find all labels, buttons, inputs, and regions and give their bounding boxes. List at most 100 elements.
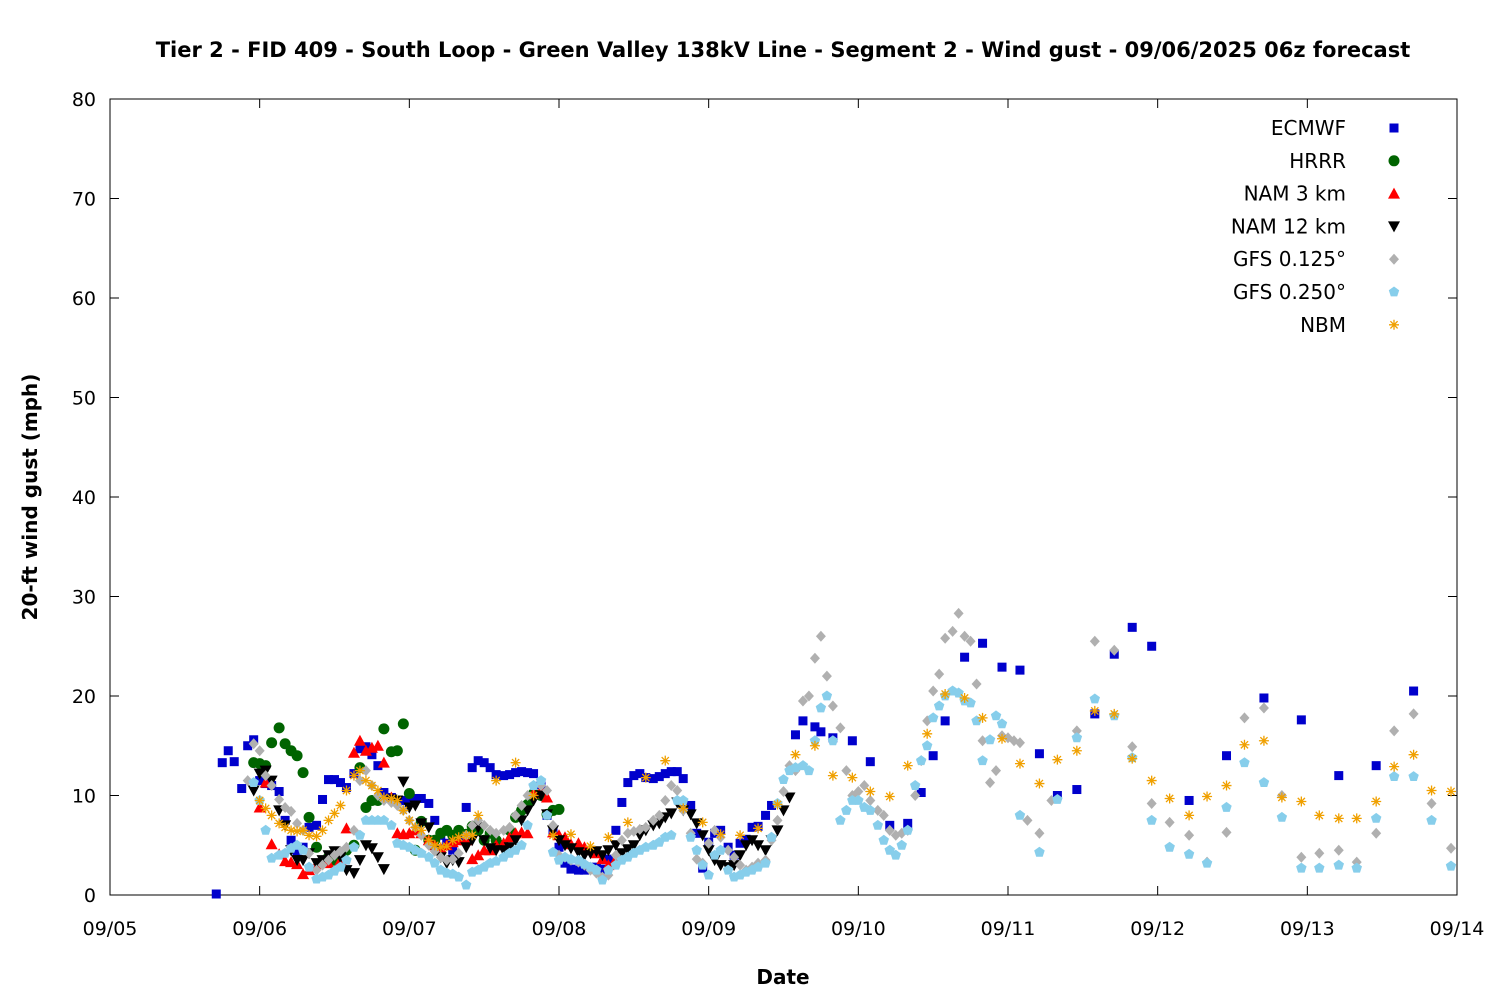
data-point — [286, 805, 297, 817]
data-point — [827, 735, 839, 746]
legend-marker — [1388, 286, 1400, 297]
data-point — [766, 831, 777, 842]
data-point — [353, 855, 366, 867]
legend-label: GFS 0.125° — [1233, 247, 1346, 271]
x-tick-label: 09/13 — [1280, 918, 1335, 940]
legend-marker — [1389, 253, 1399, 265]
data-point — [903, 818, 913, 828]
data-point — [254, 795, 265, 806]
data-point — [311, 831, 322, 842]
data-point — [803, 690, 814, 702]
data-point — [378, 792, 389, 803]
data-point — [753, 823, 764, 834]
x-tick-label: 09/10 — [831, 918, 886, 940]
data-point — [666, 829, 677, 840]
data-point — [535, 790, 548, 802]
data-point — [715, 829, 726, 840]
data-point — [1296, 796, 1307, 807]
data-point — [403, 827, 416, 839]
data-point — [984, 734, 996, 745]
data-point — [415, 818, 428, 830]
data-point — [827, 700, 838, 712]
data-point — [386, 819, 397, 830]
legend-marker — [1389, 123, 1399, 133]
data-point — [366, 780, 377, 791]
data-point — [803, 765, 815, 776]
data-point — [678, 803, 689, 814]
data-point — [1333, 813, 1344, 824]
data-point — [759, 845, 772, 857]
data-point — [841, 765, 852, 777]
data-point — [1146, 775, 1157, 786]
data-point — [371, 739, 384, 751]
data-point — [1034, 749, 1044, 759]
data-point — [461, 830, 472, 841]
data-point — [360, 775, 371, 786]
data-point — [298, 825, 309, 836]
data-point — [341, 785, 352, 796]
data-point — [286, 825, 297, 836]
y-tick-label: 20 — [72, 686, 96, 708]
data-point — [965, 635, 976, 647]
data-point — [715, 844, 726, 855]
data-point — [1034, 827, 1045, 839]
data-point — [603, 832, 614, 843]
legend-marker — [1388, 155, 1400, 167]
data-point — [697, 859, 708, 870]
data-point — [479, 758, 489, 768]
data-point — [355, 744, 365, 754]
data-point — [809, 652, 820, 664]
data-point — [847, 772, 858, 783]
data-point — [573, 865, 583, 875]
data-point — [977, 755, 988, 766]
data-point — [1015, 665, 1025, 675]
data-point — [1296, 715, 1306, 725]
data-point — [341, 841, 352, 853]
data-point — [541, 809, 553, 820]
legend: ECMWF HRRR NAM 3 km NAM 12 km GFS 0.125° GFS … — [1231, 116, 1400, 337]
data-point — [1071, 725, 1082, 737]
legend-label: GFS 0.250° — [1233, 280, 1346, 304]
data-point — [377, 756, 390, 768]
data-point — [467, 763, 477, 773]
data-point — [416, 825, 427, 836]
data-point — [1314, 810, 1325, 821]
data-point — [1014, 809, 1026, 820]
data-point — [940, 716, 950, 726]
data-point — [1221, 826, 1232, 838]
data-point — [365, 843, 378, 855]
x-tick-label: 09/05 — [83, 918, 138, 940]
data-point — [1184, 829, 1195, 841]
data-point — [515, 815, 528, 827]
y-axis-label: 20-ft wind gust (mph) — [18, 374, 42, 621]
data-point — [959, 630, 970, 642]
data-point — [603, 864, 614, 875]
data-point — [692, 828, 702, 838]
data-point — [354, 765, 365, 776]
data-point — [678, 795, 689, 805]
data-point — [696, 830, 709, 842]
legend-marker — [1389, 319, 1399, 330]
y-tick-label: 0 — [84, 885, 96, 907]
data-point — [1239, 757, 1250, 768]
data-point — [548, 819, 559, 831]
data-point — [890, 849, 901, 860]
data-point — [217, 758, 227, 768]
data-point — [491, 770, 501, 780]
data-point — [1258, 735, 1269, 746]
data-point — [292, 826, 303, 837]
data-point — [1351, 862, 1362, 873]
data-point — [934, 668, 945, 680]
data-point — [1071, 732, 1083, 743]
data-point — [627, 840, 640, 852]
data-point — [318, 794, 328, 804]
data-point — [312, 820, 322, 830]
data-point — [461, 879, 472, 890]
data-point — [497, 845, 510, 857]
data-point — [310, 858, 323, 870]
data-point — [853, 795, 864, 805]
data-point — [1276, 811, 1288, 822]
data-point — [697, 817, 708, 828]
data-point — [472, 849, 485, 861]
data-point — [841, 804, 852, 815]
